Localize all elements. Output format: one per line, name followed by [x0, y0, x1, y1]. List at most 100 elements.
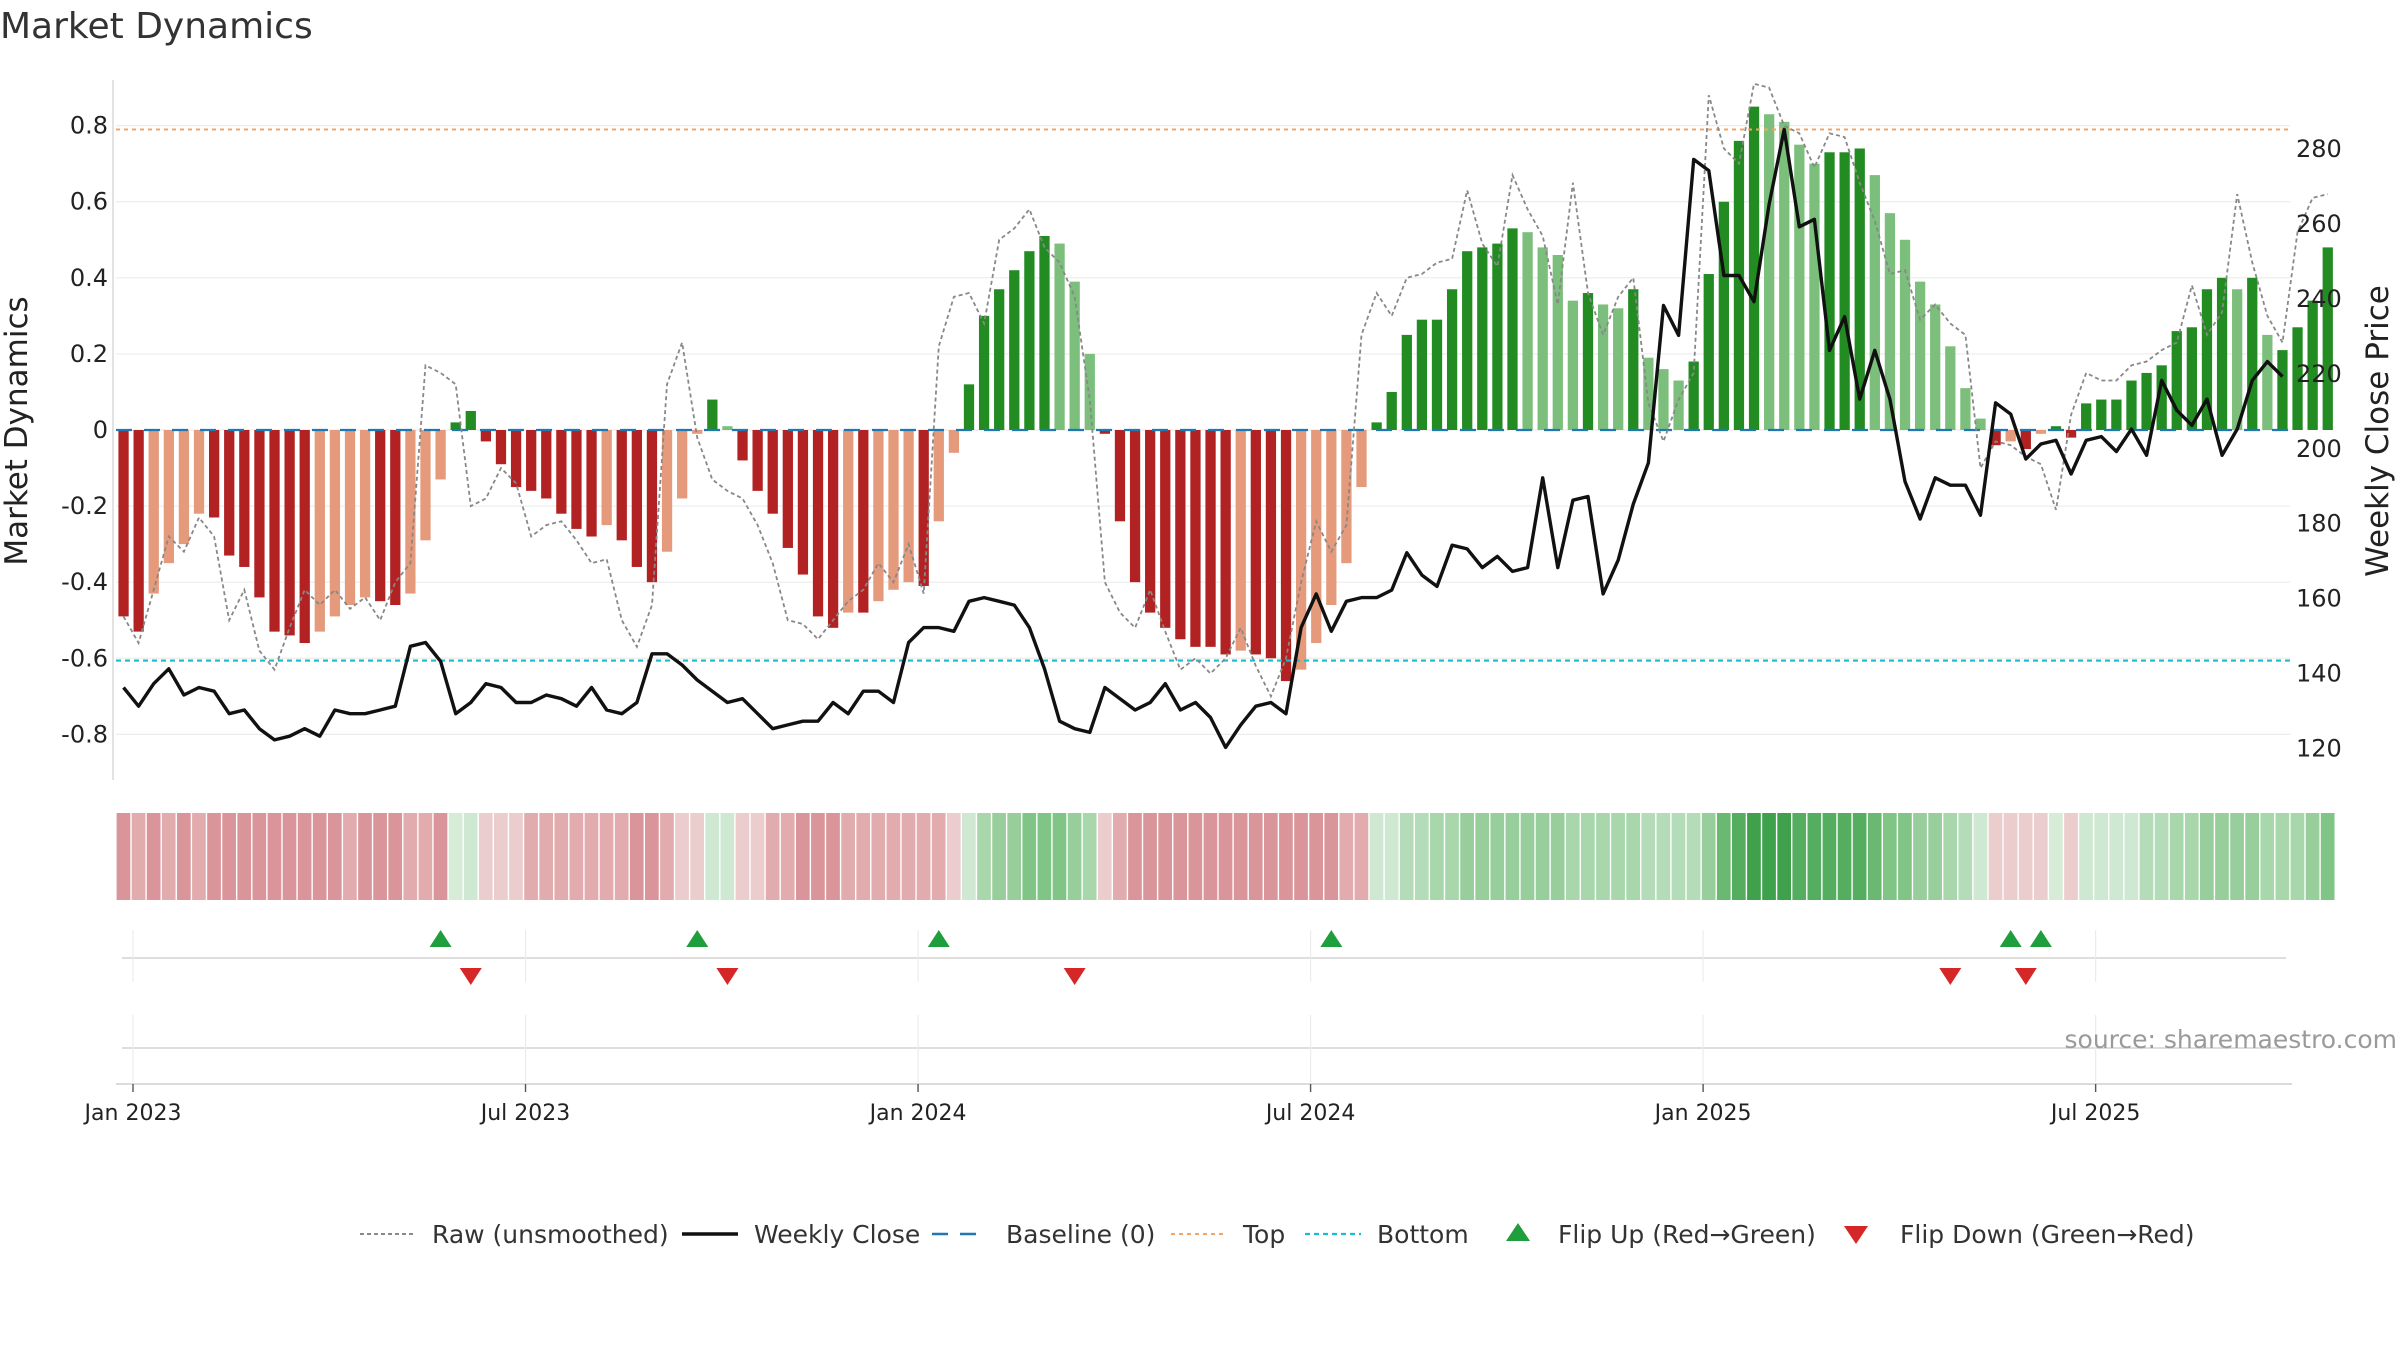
strip-cell-83	[1369, 813, 1384, 900]
bar-week-41	[737, 430, 748, 461]
bar-week-26	[510, 430, 522, 488]
strip-cell-25	[494, 813, 508, 900]
strip-cell-50	[871, 813, 886, 900]
bar-week-75	[1250, 430, 1261, 655]
bar-week-65	[1099, 430, 1111, 434]
bar-week-67	[1129, 430, 1141, 583]
bar-week-131	[2096, 399, 2107, 430]
bar-week-32	[601, 430, 612, 526]
bar-week-27	[526, 430, 537, 491]
bar-week-96	[1567, 300, 1579, 430]
left-tick-label-1: -0.6	[61, 644, 108, 672]
bar-week-64	[1084, 353, 1095, 430]
bar-week-38	[692, 430, 703, 434]
strip-cell-91	[1490, 813, 1505, 900]
bar-week-0	[118, 430, 129, 617]
bar-week-44	[782, 430, 793, 548]
strip-cell-75	[1248, 813, 1263, 900]
strip-cell-90	[1475, 813, 1490, 900]
bar-week-7	[224, 430, 235, 556]
legend-label-4: Bottom	[1377, 1220, 1469, 1249]
bar-week-117	[1884, 213, 1896, 430]
strip-cell-11	[282, 813, 297, 900]
bar-week-16	[359, 430, 371, 598]
bar-week-102	[1658, 369, 1669, 430]
strip-cell-107	[1732, 813, 1746, 900]
bar-week-108	[1748, 106, 1760, 430]
flip-up-marker-5	[2029, 930, 2052, 947]
lower-panel	[122, 1015, 2286, 1082]
strip-cell-4	[176, 813, 191, 900]
legend-label-5: Flip Up (Red→Green)	[1558, 1220, 1816, 1249]
bar-week-51	[888, 430, 899, 590]
bar-week-28	[541, 430, 552, 499]
bar-week-145	[2307, 300, 2318, 430]
strip-cell-102	[1656, 813, 1671, 900]
strip-cell-73	[1218, 813, 1233, 900]
bar-week-83	[1371, 422, 1382, 430]
bar-week-20	[420, 430, 431, 541]
bar-week-21	[435, 430, 446, 480]
strip-cell-63	[1067, 813, 1082, 900]
x-tick-label-2: Jan 2024	[868, 1101, 967, 1126]
strip-cell-100	[1626, 813, 1641, 900]
strip-cell-38	[690, 813, 704, 900]
bar-week-70	[1175, 430, 1186, 640]
strip-cell-51	[886, 813, 901, 900]
left-tick-label-7: 0.6	[70, 188, 108, 216]
bar-week-88	[1446, 289, 1458, 430]
strip-cell-144	[2290, 813, 2305, 900]
flip-down-marker-4	[2014, 968, 2037, 985]
bar-week-17	[375, 430, 386, 602]
bar-week-12	[299, 430, 310, 644]
bar-week-111	[1794, 144, 1805, 430]
bar-week-115	[1854, 148, 1865, 430]
x-tick-label-1: Jul 2023	[479, 1101, 571, 1126]
strip-cell-28	[539, 813, 554, 900]
bar-week-80	[1326, 430, 1337, 605]
bar-week-113	[1824, 152, 1835, 431]
bar-week-135	[2156, 365, 2167, 430]
bar-week-82	[1356, 430, 1367, 488]
strip-cell-16	[358, 813, 372, 900]
strip-cell-129	[2064, 813, 2078, 900]
legend-item-5: Flip Up (Red→Green)	[1506, 1220, 1816, 1249]
strip-cell-62	[1052, 813, 1067, 900]
bar-week-122	[1960, 388, 1971, 430]
legend-item-6: Flip Down (Green→Red)	[1844, 1220, 2195, 1249]
bar-week-53	[918, 430, 929, 586]
bar-week-121	[1945, 346, 1956, 430]
bar-week-8	[239, 430, 250, 567]
strip-cell-20	[418, 813, 433, 900]
bar-week-93	[1522, 232, 1533, 430]
bar-week-134	[2141, 372, 2152, 430]
strip-cell-33	[614, 813, 629, 900]
strip-cell-123	[1973, 813, 1988, 900]
strip-cell-82	[1354, 813, 1369, 900]
strip-cell-108	[1747, 813, 1761, 900]
bar-week-58	[994, 289, 1005, 430]
strip-cell-40	[720, 813, 735, 900]
strip-cell-7	[222, 813, 236, 900]
right-y-axis: 120 140 160 180 200 220 240 260 280	[2296, 135, 2342, 762]
bar-week-63	[1069, 281, 1080, 430]
left-tick-label-8: 0.8	[70, 112, 108, 140]
bar-week-59	[1009, 270, 1020, 430]
bar-week-68	[1145, 430, 1156, 613]
bar-week-106	[1718, 201, 1729, 430]
strip-cell-34	[629, 813, 644, 900]
strip-cell-95	[1550, 813, 1565, 900]
bar-week-52	[903, 430, 914, 583]
strip-cell-17	[373, 813, 387, 900]
bar-week-124	[1990, 430, 2001, 446]
bar-week-33	[616, 430, 627, 541]
bar-week-81	[1341, 430, 1352, 564]
strip-cell-31	[584, 813, 599, 900]
x-tick-label-4: Jan 2025	[1653, 1101, 1752, 1126]
strip-cell-2	[146, 813, 161, 900]
strip-cell-114	[1837, 813, 1852, 900]
strip-cell-98	[1596, 813, 1610, 900]
bar-week-46	[812, 430, 824, 617]
right-tick-label-8: 280	[2296, 135, 2342, 163]
